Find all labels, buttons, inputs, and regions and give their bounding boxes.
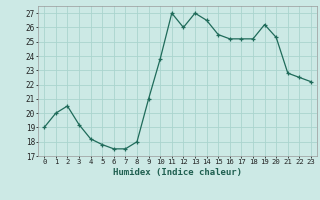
X-axis label: Humidex (Indice chaleur): Humidex (Indice chaleur) <box>113 168 242 177</box>
